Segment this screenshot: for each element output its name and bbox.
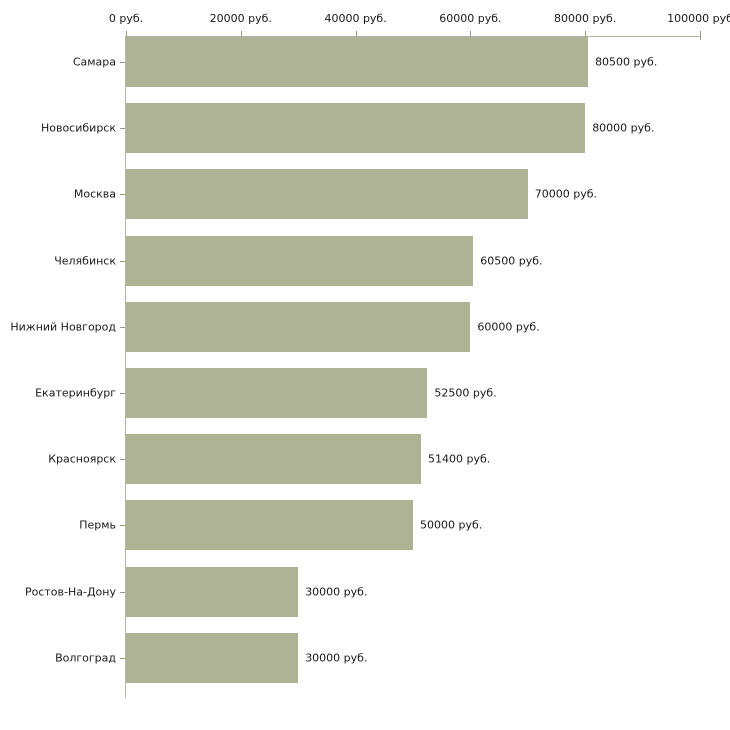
category-label: Нижний Новгород: [10, 320, 116, 334]
y-axis-tick: [120, 194, 125, 196]
bar-value-label: 50000 руб.: [420, 518, 483, 532]
bar-value-label: 60000 руб.: [477, 320, 540, 334]
bar[interactable]: [126, 434, 422, 485]
category-label: Челябинск: [54, 254, 116, 268]
x-axis-tick-label: 40000 руб.: [324, 12, 387, 25]
x-axis-tick: [470, 31, 472, 40]
x-axis-tick-label: 100000 руб: [667, 12, 730, 25]
category-label: Волгоград: [55, 651, 116, 665]
bar[interactable]: [126, 235, 474, 286]
x-axis-tick-label: 60000 руб.: [439, 12, 502, 25]
bar[interactable]: [126, 368, 428, 418]
x-axis-tick: [355, 31, 357, 40]
category-label: Ростов-На-Дону: [24, 585, 116, 599]
bar-value-label: 80000 руб.: [592, 121, 655, 135]
x-axis-tick: [240, 31, 242, 40]
y-axis-tick: [120, 128, 125, 130]
x-axis-tick: [700, 31, 701, 40]
y-axis-tick: [120, 591, 125, 593]
y-axis-tick: [120, 657, 125, 659]
bar[interactable]: [126, 37, 589, 87]
x-axis-tick-label: 80000 руб.: [554, 12, 617, 25]
bar-value-label: 70000 руб.: [534, 187, 598, 201]
y-axis-line: [125, 36, 126, 698]
y-axis-tick: [120, 459, 125, 461]
x-axis-line: [126, 36, 700, 37]
bar-value-label: 60500 руб.: [480, 254, 543, 268]
y-axis-tick: [120, 525, 125, 527]
y-axis-tick: [120, 393, 125, 394]
bar-value-label: 30000 руб.: [305, 651, 368, 665]
category-label: Самара: [72, 55, 116, 69]
bar-value-label: 51400 руб.: [428, 452, 491, 466]
bar[interactable]: [126, 103, 586, 154]
category-label: Новосибирск: [40, 121, 116, 135]
bar[interactable]: [126, 566, 299, 617]
bar-value-label: 30000 руб.: [305, 585, 368, 599]
category-label: Екатеринбург: [35, 386, 116, 400]
x-axis-tick-label: 20000 руб.: [209, 12, 272, 25]
bar[interactable]: [126, 301, 471, 352]
x-axis-tick: [126, 31, 127, 40]
bar-value-label: 52500 руб.: [434, 386, 497, 400]
bar[interactable]: [126, 500, 413, 551]
category-label: Пермь: [79, 518, 116, 532]
y-axis-tick: [120, 62, 125, 63]
y-axis-tick: [120, 326, 125, 328]
y-axis-tick: [120, 260, 125, 262]
bar[interactable]: [126, 632, 299, 683]
x-axis-tick: [585, 31, 587, 40]
category-label: Москва: [73, 187, 116, 201]
bar[interactable]: [126, 169, 528, 220]
x-axis-tick-label: 0 руб.: [108, 12, 144, 25]
category-label: Красноярск: [48, 452, 116, 466]
bar-value-label: 80500 руб.: [595, 55, 658, 69]
